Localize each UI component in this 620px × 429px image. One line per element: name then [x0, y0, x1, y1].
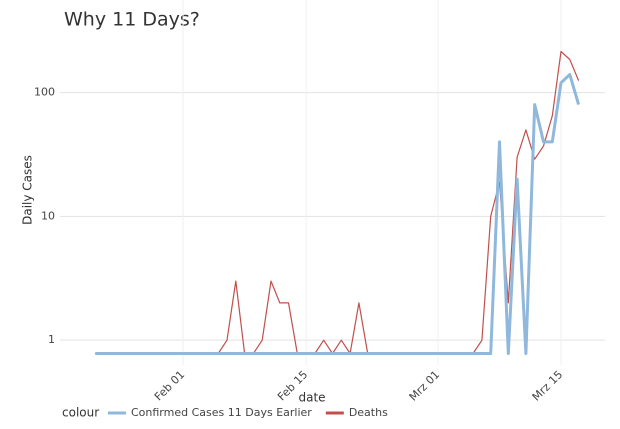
legend-title: colour: [62, 406, 99, 420]
x-tick-label: Feb 01: [152, 368, 187, 403]
y-axis-label: Daily Cases: [21, 155, 35, 225]
x-axis-label: date: [298, 391, 325, 405]
chart-title: Why 11 Days?: [64, 9, 200, 31]
legend-label: Deaths: [349, 406, 388, 419]
y-tick-label: 100: [34, 86, 55, 99]
x-tick-label: Mrz 15: [530, 368, 566, 404]
legend-label: Confirmed Cases 11 Days Earlier: [131, 406, 312, 419]
series-line: [95, 73, 581, 355]
y-tick-label: 10: [41, 209, 55, 222]
x-tick-label: Mrz 01: [407, 368, 443, 404]
y-tick-label: 1: [48, 333, 55, 346]
